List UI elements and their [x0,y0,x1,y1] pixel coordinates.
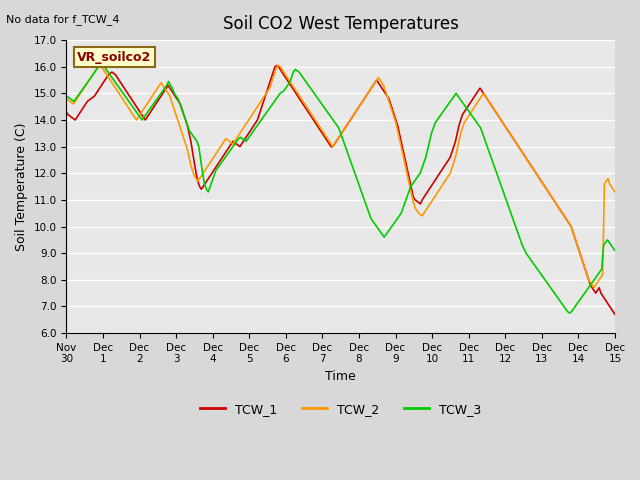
TCW_3 [596,269,604,275]
TCW_3 [552,293,560,299]
TCW_3 [443,104,451,109]
TCW_2 [96,62,104,68]
TCW_2 [63,96,70,102]
Legend: TCW_1, TCW_2, TCW_3: TCW_1, TCW_2, TCW_3 [195,398,486,421]
TCW_1 [164,83,172,88]
TCW_2 [327,141,335,147]
Text: VR_soilco2: VR_soilco2 [77,50,152,64]
TCW_1 [220,152,228,157]
X-axis label: Time: Time [325,370,356,383]
TCW_1 [611,312,619,317]
Title: Soil CO2 West Temperatures: Soil CO2 West Temperatures [223,15,459,33]
Line: TCW_3: TCW_3 [67,64,615,313]
TCW_3 [154,96,161,102]
TCW_2 [590,285,598,291]
TCW_1 [474,88,482,94]
TCW_3 [524,253,532,259]
TCW_3 [532,264,540,269]
TCW_2 [611,189,619,195]
Line: TCW_2: TCW_2 [67,65,615,288]
TCW_2 [241,122,249,128]
TCW_3 [97,61,104,67]
TCW_1 [273,62,280,68]
TCW_1 [63,109,70,115]
Line: TCW_1: TCW_1 [67,65,615,314]
TCW_2 [474,98,482,104]
Text: No data for f_TCW_4: No data for f_TCW_4 [6,14,120,25]
TCW_1 [327,144,335,149]
TCW_3 [566,310,573,316]
TCW_2 [166,93,173,99]
TCW_1 [66,113,74,119]
TCW_3 [611,248,619,253]
Y-axis label: Soil Temperature (C): Soil Temperature (C) [15,122,28,251]
TCW_2 [222,136,230,142]
TCW_2 [66,98,74,104]
TCW_3 [63,93,70,99]
TCW_1 [239,138,247,144]
